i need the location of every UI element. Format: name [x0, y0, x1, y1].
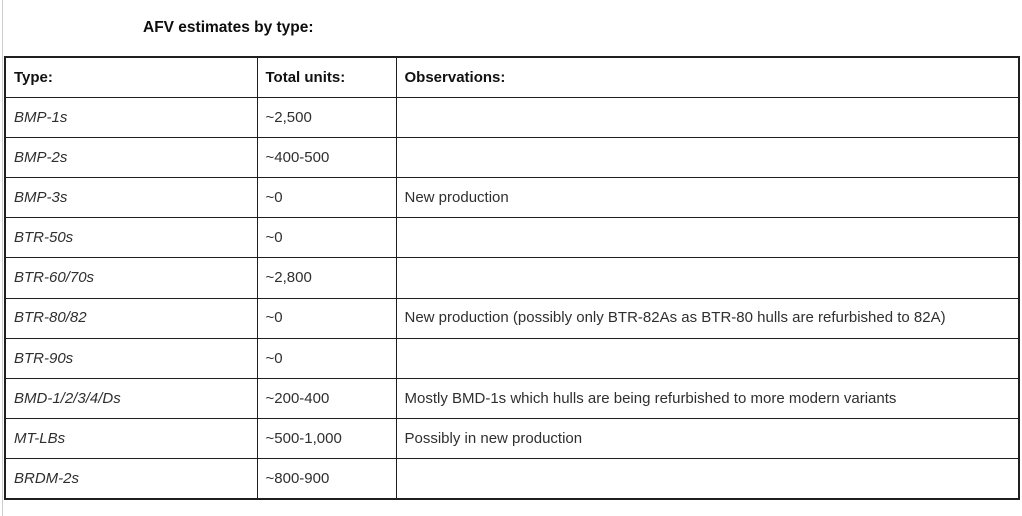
cell-type: BTR-90s	[4, 337, 258, 379]
column-header-observations: Observations:	[395, 56, 1020, 99]
cell-observations: Possibly in new production	[395, 417, 1020, 459]
table-header-row: Type: Total units: Observations:	[4, 56, 1020, 99]
table-row: BMP-2s ~400-500	[4, 137, 1020, 179]
cell-observations	[395, 257, 1020, 299]
table-row: BTR-90s ~0	[4, 337, 1020, 379]
column-header-type: Type:	[4, 56, 258, 99]
table-row: BMP-1s ~2,500	[4, 97, 1020, 139]
cell-observations: New production (possibly only BTR-82As a…	[395, 297, 1020, 339]
afv-estimates-table: Type: Total units: Observations: BMP-1s …	[4, 56, 1020, 501]
page-edge-line	[2, 0, 3, 516]
cell-type: BTR-80/82	[4, 297, 258, 339]
table-row: MT-LBs ~500-1,000 Possibly in new produc…	[4, 417, 1020, 459]
table-row: BTR-80/82 ~0 New production (possibly on…	[4, 297, 1020, 339]
cell-type: BRDM-2s	[4, 457, 258, 500]
cell-observations	[395, 337, 1020, 379]
cell-observations	[395, 137, 1020, 179]
cell-units: ~2,500	[256, 97, 397, 139]
column-header-units: Total units:	[256, 56, 397, 99]
cell-units: ~200-400	[256, 377, 397, 419]
table-row: BMD-1/2/3/4/Ds ~200-400 Mostly BMD-1s wh…	[4, 377, 1020, 419]
cell-observations	[395, 217, 1020, 259]
cell-type: BTR-60/70s	[4, 257, 258, 299]
cell-observations: Mostly BMD-1s which hulls are being refu…	[395, 377, 1020, 419]
table-row: BMP-3s ~0 New production	[4, 177, 1020, 219]
table-row: BTR-60/70s ~2,800	[4, 257, 1020, 299]
cell-units: ~0	[256, 217, 397, 259]
table-row: BTR-50s ~0	[4, 217, 1020, 259]
cell-units: ~500-1,000	[256, 417, 397, 459]
cell-observations	[395, 457, 1020, 500]
cell-units: ~400-500	[256, 137, 397, 179]
afv-table-body: BMP-1s ~2,500 BMP-2s ~400-500 BMP-3s ~0 …	[4, 97, 1020, 500]
table-row: BRDM-2s ~800-900	[4, 457, 1020, 500]
cell-type: BTR-50s	[4, 217, 258, 259]
cell-units: ~2,800	[256, 257, 397, 299]
cell-type: BMP-2s	[4, 137, 258, 179]
cell-units: ~800-900	[256, 457, 397, 500]
cell-units: ~0	[256, 177, 397, 219]
cell-units: ~0	[256, 297, 397, 339]
cell-observations	[395, 97, 1020, 139]
cell-type: BMD-1/2/3/4/Ds	[4, 377, 258, 419]
cell-type: BMP-3s	[4, 177, 258, 219]
page-title: AFV estimates by type:	[143, 19, 314, 36]
cell-type: BMP-1s	[4, 97, 258, 139]
cell-observations: New production	[395, 177, 1020, 219]
cell-units: ~0	[256, 337, 397, 379]
cell-type: MT-LBs	[4, 417, 258, 459]
